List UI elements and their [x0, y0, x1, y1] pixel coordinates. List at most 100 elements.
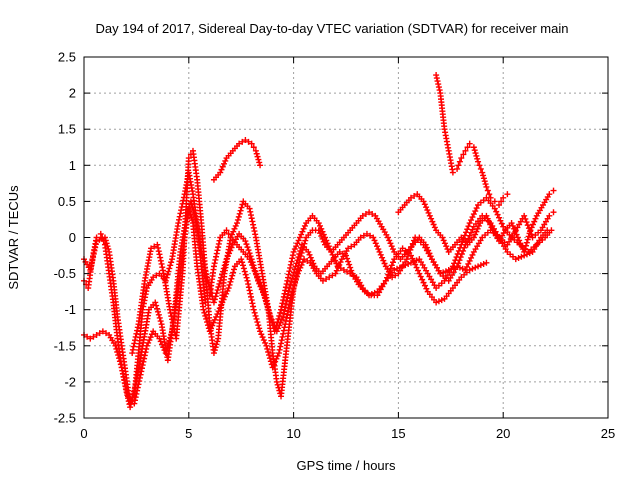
data-point	[369, 211, 376, 218]
data-point	[473, 205, 480, 212]
data-point	[214, 287, 221, 294]
data-point	[262, 295, 269, 302]
data-point	[202, 312, 209, 319]
data-point	[291, 266, 298, 273]
data-point	[210, 350, 217, 357]
y-tick-label: 1.5	[58, 122, 76, 137]
data-point	[242, 238, 249, 245]
data-point	[222, 157, 229, 164]
data-point	[100, 238, 107, 245]
gridlines	[84, 57, 608, 418]
data-point	[371, 237, 378, 244]
data-point	[210, 319, 217, 326]
data-point	[414, 267, 421, 274]
data-point	[214, 338, 221, 345]
data-point	[462, 147, 469, 154]
data-point	[362, 211, 369, 218]
data-point	[403, 256, 410, 263]
data-point	[224, 287, 231, 294]
data-point	[287, 281, 294, 288]
data-point	[344, 255, 351, 262]
data-point	[164, 271, 171, 278]
y-tick-label: -1.5	[54, 338, 76, 353]
data-point	[219, 163, 226, 170]
data-point	[147, 334, 154, 341]
data-point	[266, 310, 273, 317]
data-point	[261, 292, 268, 299]
data-point	[481, 178, 488, 185]
data-point	[476, 162, 483, 169]
data-point	[370, 234, 377, 241]
data-point	[241, 268, 248, 275]
data-point	[405, 260, 412, 267]
data-point	[99, 234, 106, 241]
data-point	[215, 284, 222, 291]
data-point	[376, 248, 383, 255]
data-point	[420, 279, 427, 286]
data-point	[443, 243, 450, 250]
data-point	[466, 220, 473, 227]
data-point	[226, 281, 233, 288]
data-point	[468, 254, 475, 261]
data-point	[372, 240, 379, 247]
data-point	[251, 309, 258, 316]
data-point	[131, 388, 138, 395]
data-point	[472, 208, 479, 215]
data-point	[252, 268, 259, 275]
data-point	[365, 290, 372, 297]
data-point	[416, 270, 423, 277]
data-point	[291, 246, 298, 253]
data-point	[392, 272, 399, 279]
data-point	[292, 263, 299, 270]
data-point	[157, 338, 164, 345]
data-point	[156, 314, 163, 321]
data-point	[317, 222, 324, 229]
data-point	[219, 268, 226, 275]
data-point	[218, 166, 225, 173]
data-point	[290, 248, 297, 255]
data-point	[165, 268, 172, 275]
data-point	[380, 257, 387, 264]
data-point	[384, 234, 391, 241]
data-point	[252, 312, 259, 319]
data-point	[377, 251, 384, 258]
data-point	[497, 217, 504, 224]
data-point	[512, 256, 519, 263]
data-point	[253, 271, 260, 278]
data-point	[483, 212, 490, 219]
data-point	[237, 207, 244, 214]
data-point	[300, 225, 307, 232]
data-point	[320, 238, 327, 245]
data-point	[421, 201, 428, 208]
data-point	[189, 217, 196, 224]
y-tick-label: 0	[69, 230, 76, 245]
data-point	[423, 204, 430, 211]
data-point	[255, 322, 262, 329]
y-axis-label: SDTVAR / TECUs	[6, 185, 21, 290]
data-point	[386, 268, 393, 275]
data-point	[391, 266, 398, 273]
x-tick-label: 20	[496, 426, 510, 441]
data-point	[466, 266, 473, 273]
data-point	[130, 391, 137, 398]
data-point	[413, 264, 420, 271]
data-point	[250, 144, 257, 151]
data-point	[494, 211, 501, 218]
data-point	[151, 243, 158, 250]
data-point	[296, 234, 303, 241]
data-point	[259, 334, 266, 341]
data-point	[474, 225, 481, 232]
data-point	[232, 222, 239, 229]
data-point	[461, 244, 468, 251]
data-point	[239, 259, 246, 266]
data-point	[387, 265, 394, 272]
data-point	[227, 278, 234, 285]
data-point	[132, 382, 139, 389]
data-point	[456, 257, 463, 264]
data-point	[426, 212, 433, 219]
data-point	[526, 230, 533, 237]
data-point	[257, 162, 264, 169]
data-point	[307, 254, 314, 261]
data-point	[472, 231, 479, 238]
data-point	[238, 204, 245, 211]
